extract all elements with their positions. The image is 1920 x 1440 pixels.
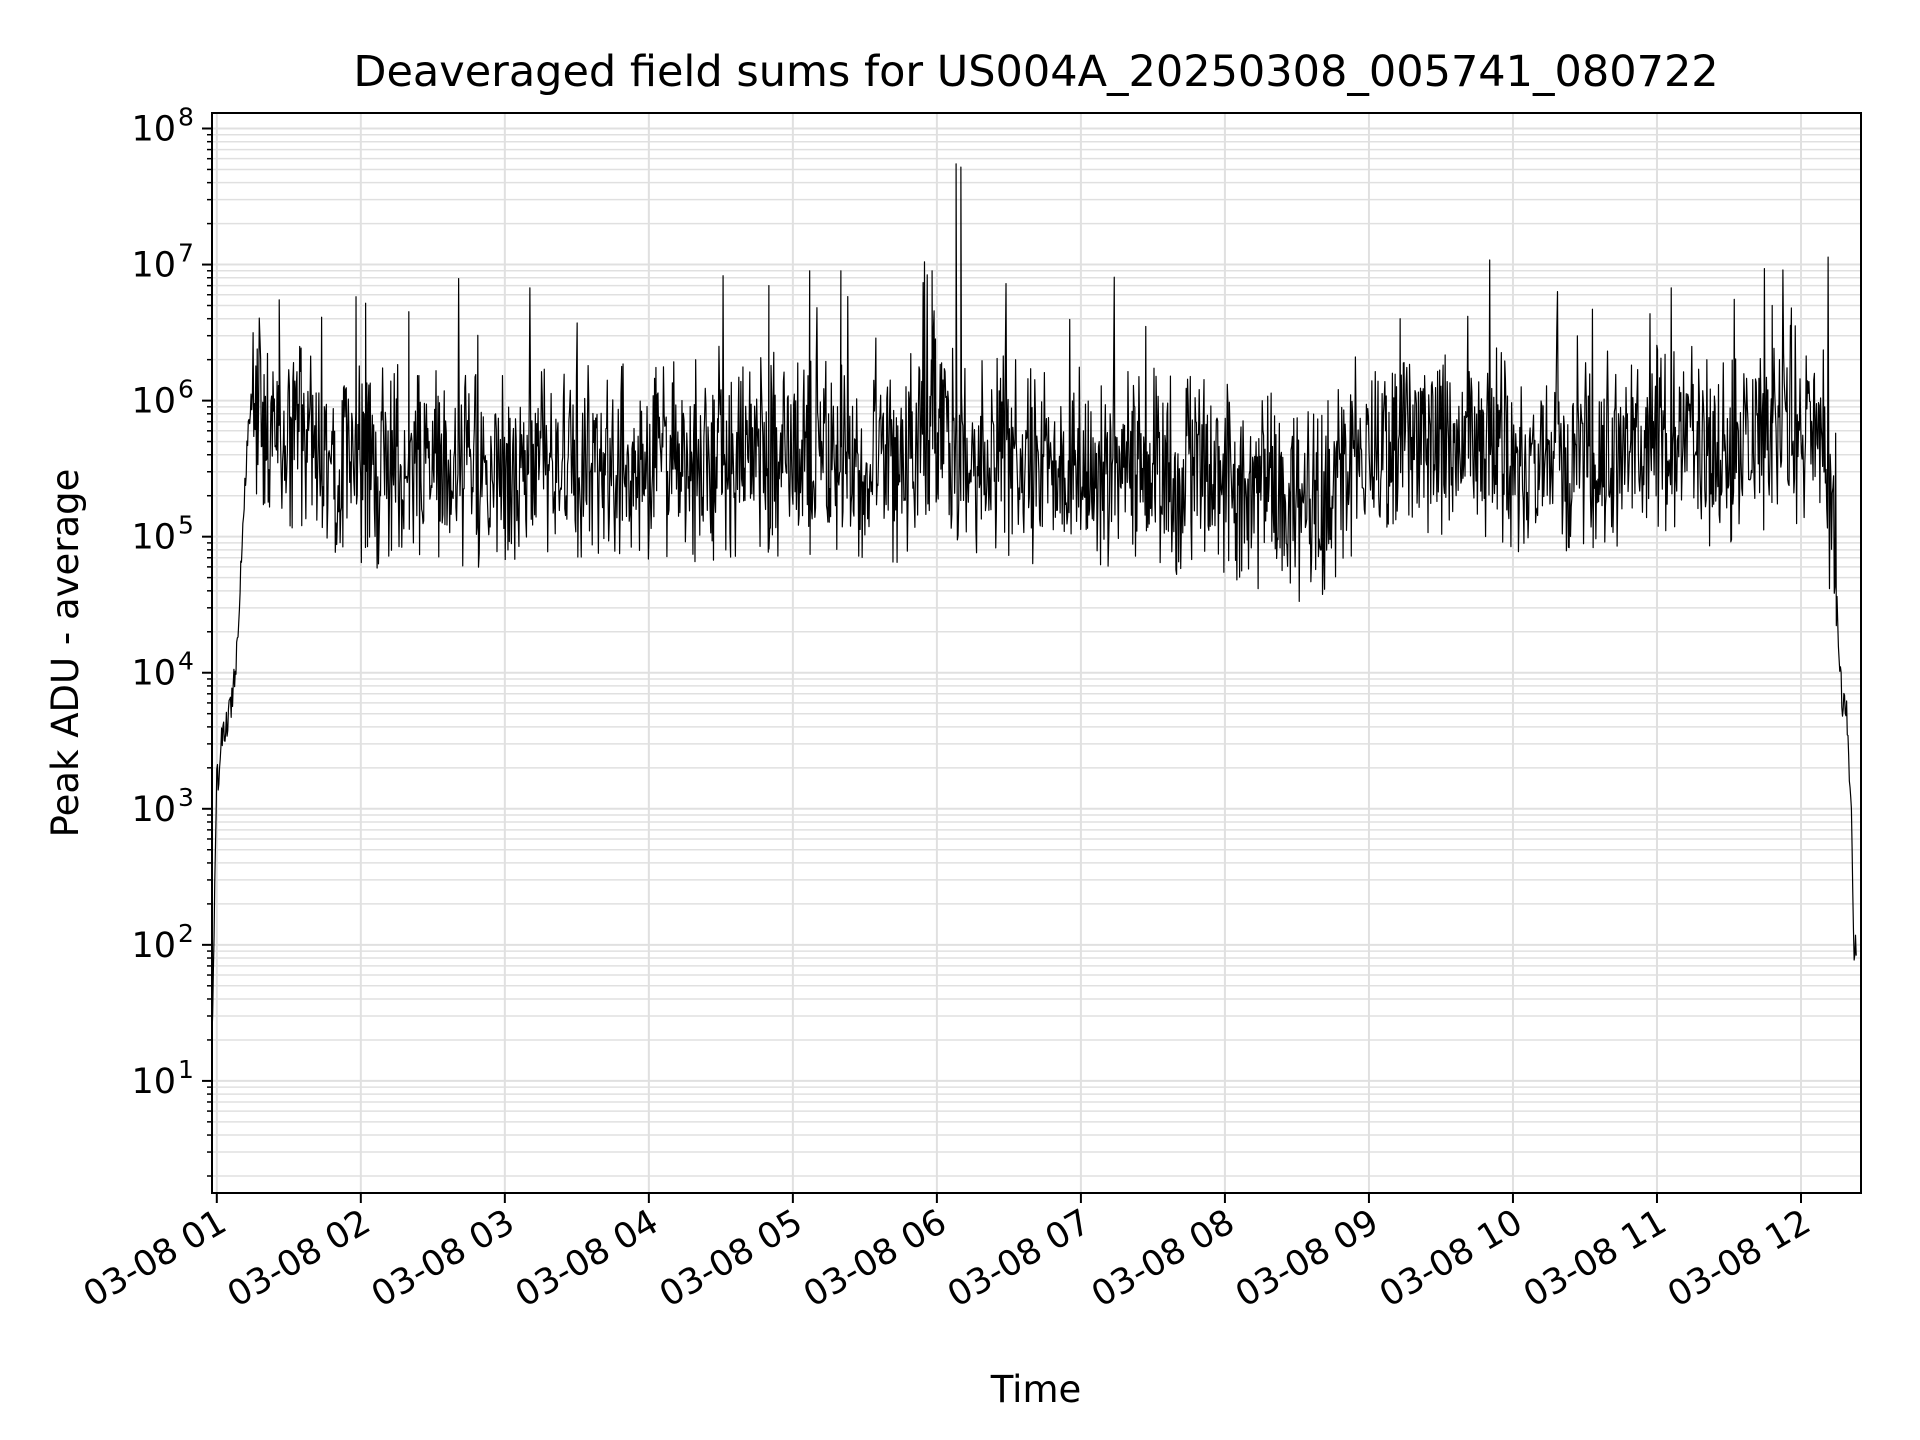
- chart-title: Deaveraged field sums for US004A_2025030…: [353, 47, 1718, 97]
- x-tick-label: 03-08 04: [509, 1202, 665, 1315]
- y-tick-label-exponent: 1: [178, 1055, 194, 1084]
- x-tick-label: 03-08 05: [653, 1202, 809, 1315]
- x-tick-label: 03-08 03: [365, 1202, 521, 1315]
- series-line-group: [211, 163, 1857, 1035]
- plot-frame: [211, 112, 1862, 1194]
- y-tick-label-exponent: 4: [178, 647, 194, 676]
- x-tick-label: 03-08 12: [1661, 1202, 1817, 1315]
- x-axis-label: Time: [990, 1368, 1082, 1411]
- x-tick-label: 03-08 07: [941, 1202, 1097, 1315]
- series-line: [211, 163, 1857, 1035]
- x-tick-label: 03-08 10: [1373, 1202, 1529, 1315]
- y-tick-label-exponent: 6: [178, 375, 194, 404]
- y-tick-label-exponent: 7: [178, 239, 194, 268]
- x-tick-label: 03-08 02: [221, 1202, 377, 1315]
- y-tick-label: 10: [131, 654, 176, 694]
- y-tick-label-exponent: 2: [178, 919, 194, 948]
- y-tick-label: 10: [131, 246, 176, 286]
- x-tick-label: 03-08 11: [1517, 1202, 1673, 1315]
- y-axis-label: Peak ADU - average: [44, 469, 87, 838]
- y-tick-label-exponent: 8: [178, 103, 194, 132]
- x-tick-label: 03-08 08: [1085, 1202, 1241, 1315]
- y-tick-label: 10: [131, 790, 176, 830]
- y-tick-label: 10: [131, 1062, 176, 1102]
- grid-lines: [212, 113, 1861, 1193]
- x-tick-label: 03-08 09: [1229, 1202, 1385, 1315]
- x-tick-label: 03-08 01: [77, 1202, 233, 1315]
- y-tick-label-exponent: 3: [178, 783, 194, 812]
- y-tick-label: 10: [131, 382, 176, 422]
- y-tick-label: 10: [131, 110, 176, 150]
- x-tick-label: 03-08 06: [797, 1202, 953, 1315]
- y-tick-label-exponent: 5: [178, 511, 194, 540]
- y-tick-label: 10: [131, 926, 176, 966]
- y-tick-label: 10: [131, 518, 176, 558]
